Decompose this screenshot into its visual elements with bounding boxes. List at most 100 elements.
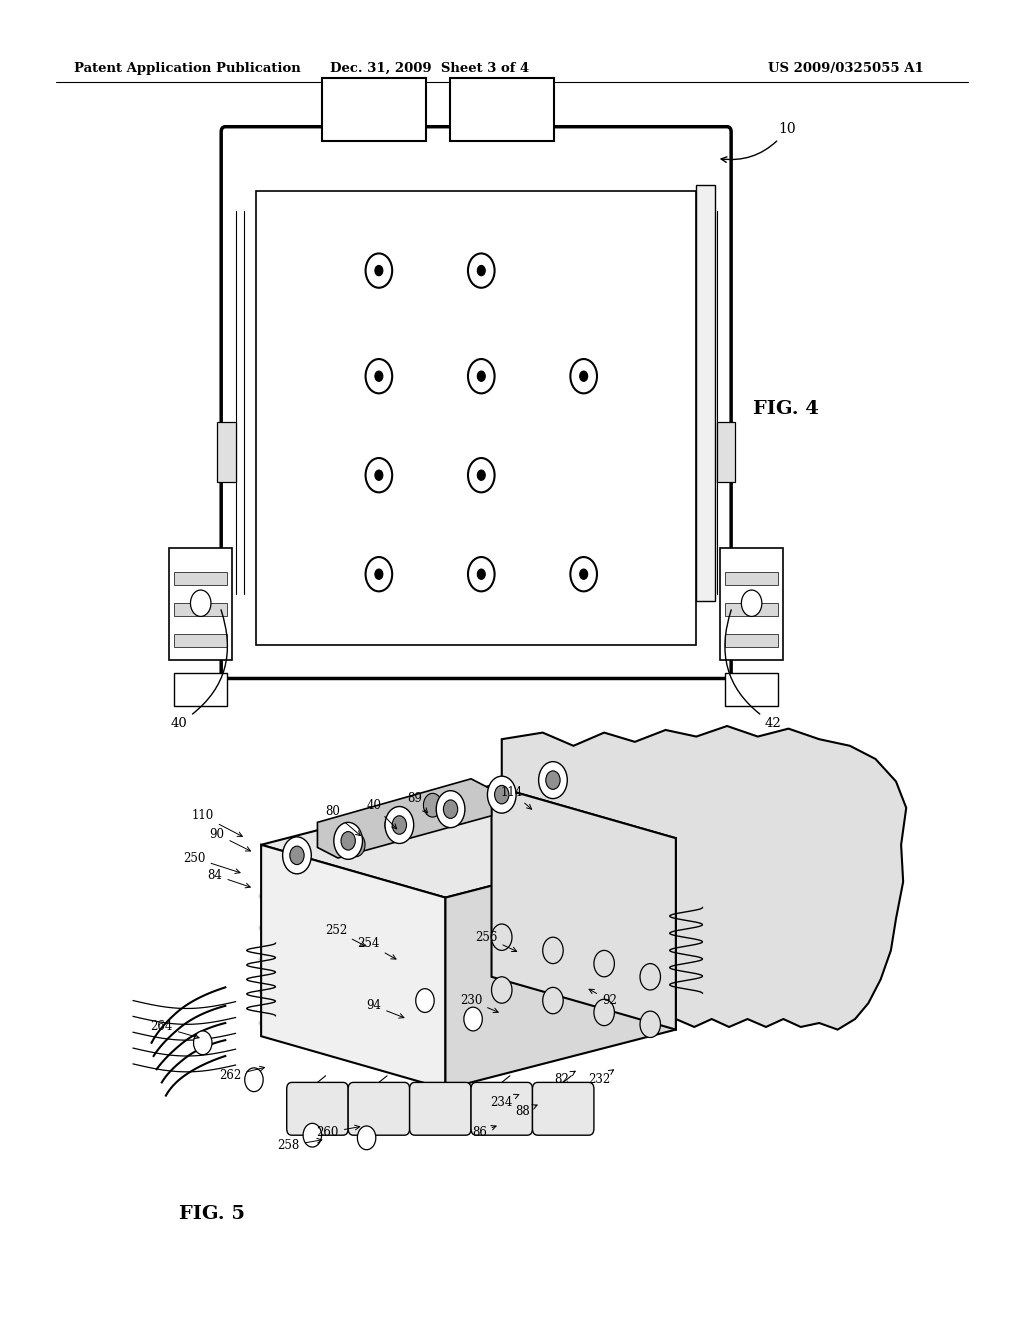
Text: 10: 10 <box>721 123 796 162</box>
Circle shape <box>477 470 485 480</box>
Circle shape <box>570 557 597 591</box>
Text: 110: 110 <box>191 809 243 837</box>
FancyBboxPatch shape <box>532 1082 594 1135</box>
Polygon shape <box>492 785 676 1030</box>
Text: US 2009/0325055 A1: US 2009/0325055 A1 <box>768 62 924 75</box>
Circle shape <box>443 800 458 818</box>
FancyBboxPatch shape <box>256 191 696 645</box>
Circle shape <box>194 1031 212 1055</box>
Text: 88: 88 <box>515 1105 538 1118</box>
Circle shape <box>539 762 567 799</box>
FancyBboxPatch shape <box>410 1082 471 1135</box>
Text: 92: 92 <box>589 989 616 1007</box>
Text: Patent Application Publication: Patent Application Publication <box>74 62 300 75</box>
Circle shape <box>341 832 355 850</box>
Circle shape <box>375 569 383 579</box>
Text: 252: 252 <box>325 924 366 946</box>
Circle shape <box>416 989 434 1012</box>
Circle shape <box>290 846 304 865</box>
Circle shape <box>580 371 588 381</box>
FancyBboxPatch shape <box>450 78 554 141</box>
Circle shape <box>468 253 495 288</box>
Bar <box>174 673 227 706</box>
Bar <box>174 603 227 616</box>
Bar <box>217 422 236 482</box>
Circle shape <box>468 557 495 591</box>
Circle shape <box>487 776 516 813</box>
Circle shape <box>366 557 392 591</box>
Text: 234: 234 <box>490 1094 519 1109</box>
Circle shape <box>543 937 563 964</box>
Circle shape <box>477 371 485 381</box>
Circle shape <box>392 816 407 834</box>
Circle shape <box>495 785 509 804</box>
Circle shape <box>283 837 311 874</box>
Circle shape <box>543 987 563 1014</box>
Polygon shape <box>261 785 676 898</box>
Circle shape <box>741 590 762 616</box>
Circle shape <box>366 253 392 288</box>
Circle shape <box>477 569 485 579</box>
Text: 114: 114 <box>501 785 531 809</box>
Circle shape <box>580 569 588 579</box>
Circle shape <box>468 359 495 393</box>
Circle shape <box>640 1011 660 1038</box>
FancyBboxPatch shape <box>348 1082 410 1135</box>
Bar <box>696 185 715 601</box>
Text: 40: 40 <box>171 610 227 730</box>
Circle shape <box>492 924 512 950</box>
Circle shape <box>464 1007 482 1031</box>
Circle shape <box>190 590 211 616</box>
Bar <box>725 673 778 706</box>
Text: 90: 90 <box>210 828 251 851</box>
Circle shape <box>594 950 614 977</box>
Circle shape <box>546 771 560 789</box>
Bar <box>725 572 778 585</box>
Bar <box>725 634 778 647</box>
Polygon shape <box>317 779 492 858</box>
Circle shape <box>375 265 383 276</box>
Text: 84: 84 <box>208 869 250 888</box>
Bar <box>717 422 735 482</box>
Bar <box>169 548 232 660</box>
Circle shape <box>303 1123 322 1147</box>
Text: 260: 260 <box>316 1125 359 1139</box>
Polygon shape <box>261 845 445 1089</box>
Text: 80: 80 <box>326 805 360 836</box>
Circle shape <box>245 1068 263 1092</box>
Text: 258: 258 <box>278 1138 322 1152</box>
Text: 42: 42 <box>725 610 781 730</box>
Circle shape <box>594 999 614 1026</box>
Circle shape <box>385 813 403 837</box>
Text: 262: 262 <box>219 1067 264 1082</box>
Circle shape <box>477 265 485 276</box>
Circle shape <box>468 458 495 492</box>
Circle shape <box>334 822 362 859</box>
Circle shape <box>366 458 392 492</box>
Bar <box>725 603 778 616</box>
Circle shape <box>375 371 383 381</box>
Polygon shape <box>502 726 906 1030</box>
Polygon shape <box>445 838 676 1089</box>
Circle shape <box>385 807 414 843</box>
Circle shape <box>366 359 392 393</box>
Text: 230: 230 <box>460 994 499 1012</box>
Text: FIG. 4: FIG. 4 <box>753 400 818 418</box>
Circle shape <box>640 964 660 990</box>
Text: 94: 94 <box>367 999 403 1018</box>
Text: 264: 264 <box>151 1020 199 1039</box>
Circle shape <box>375 470 383 480</box>
Bar <box>174 572 227 585</box>
Text: 254: 254 <box>357 937 396 960</box>
Circle shape <box>346 833 366 857</box>
Text: 82: 82 <box>554 1072 575 1086</box>
Text: 40: 40 <box>367 799 396 829</box>
Circle shape <box>492 977 512 1003</box>
Text: Dec. 31, 2009  Sheet 3 of 4: Dec. 31, 2009 Sheet 3 of 4 <box>331 62 529 75</box>
Text: 86: 86 <box>472 1126 496 1139</box>
Circle shape <box>424 793 442 817</box>
Text: 256: 256 <box>475 931 517 952</box>
Text: 250: 250 <box>183 851 240 874</box>
FancyBboxPatch shape <box>471 1082 532 1135</box>
Bar <box>720 548 783 660</box>
